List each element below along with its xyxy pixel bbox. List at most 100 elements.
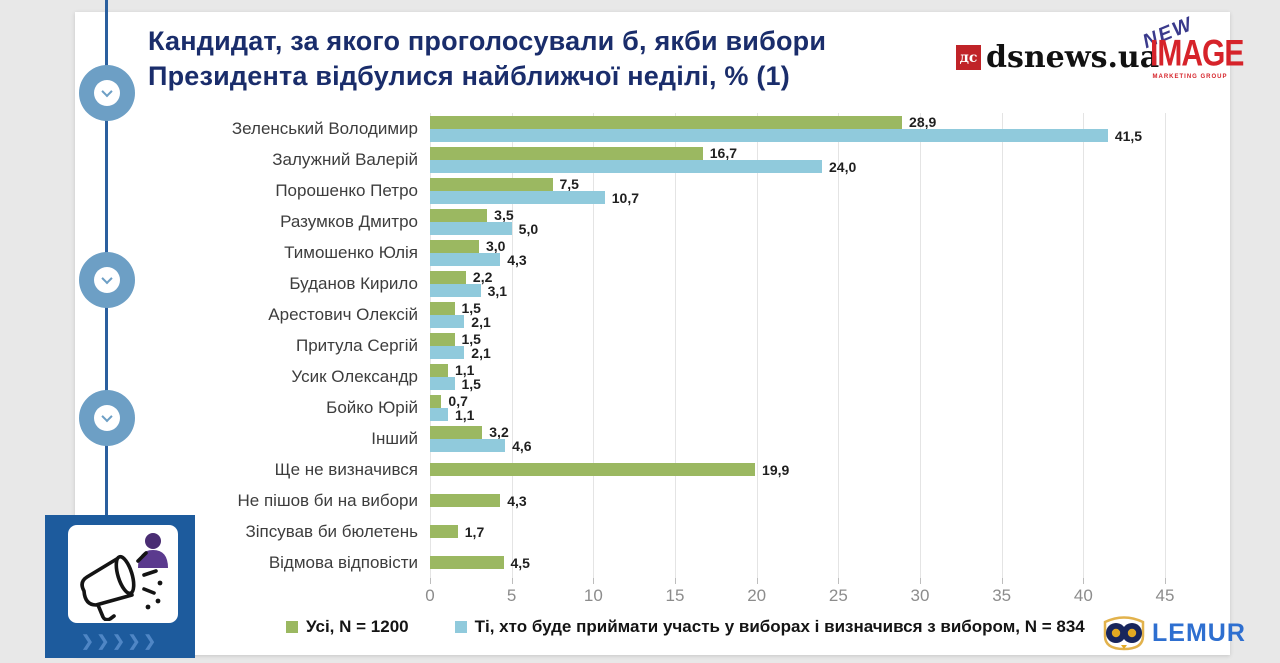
gridline: [1165, 113, 1166, 578]
gridline: [511, 113, 513, 578]
category-label: Усик Олександр: [291, 366, 418, 386]
chevron-down-icon: [94, 267, 120, 293]
value-label: 4,3: [507, 251, 527, 268]
category-label: Ще не визначився: [274, 459, 418, 479]
timeline-toggle-1[interactable]: [79, 65, 135, 121]
bar-green: [430, 525, 458, 538]
category-label: Арестович Олексій: [268, 304, 418, 324]
bar-green: [430, 146, 703, 160]
category-label: Тимошенко Юлія: [284, 242, 418, 262]
bar-green: [430, 363, 448, 377]
new-image-logo: NEW IMAGE MARKETING GROUP: [1140, 13, 1245, 80]
value-label: 3,5: [494, 207, 514, 223]
bar-blue: [430, 284, 481, 297]
legend-item-voters: Ті, хто буде приймати участь у виборах і…: [454, 617, 1085, 637]
gridline: [675, 113, 676, 578]
legend-swatch-blue: [454, 621, 467, 633]
new-image-subtext: MARKETING GROUP: [1152, 74, 1228, 80]
legend-label: Усі, N = 1200: [306, 617, 409, 636]
axis-tick-label: 40: [1073, 586, 1093, 605]
value-label: 3,2: [489, 424, 509, 440]
bar-green: [430, 494, 501, 507]
chart-legend: Усі, N = 1200 Ті, хто буде приймати учас…: [286, 617, 1085, 637]
gridline: [838, 113, 840, 578]
value-label: 2,1: [471, 313, 491, 330]
value-label: 41,5: [1114, 127, 1143, 144]
value-label: 28,9: [909, 114, 937, 130]
bar-blue: [430, 439, 506, 452]
axis-tick-label: 15: [665, 586, 685, 605]
axis-tick-label: 5: [506, 586, 517, 605]
value-label: 3,0: [486, 238, 506, 254]
axis-tick: [920, 578, 921, 584]
axis-tick: [1165, 578, 1166, 584]
bar-blue: [430, 315, 465, 328]
value-label: 1,5: [461, 375, 481, 392]
promo-image: [68, 525, 178, 623]
axis-tick-label: 20: [747, 586, 767, 605]
value-label: 2,2: [472, 269, 493, 285]
axis-tick-label: 35: [992, 586, 1012, 605]
category-label: Зеленський Володимир: [231, 118, 418, 138]
axis-tick-label: 45: [1155, 586, 1175, 605]
category-label: Разумков Дмитро: [280, 211, 418, 231]
axis-tick-label: 0: [425, 586, 435, 605]
bar-green: [430, 177, 553, 191]
bar-green: [430, 556, 504, 569]
dsnews-wordmark: dsnews.ua: [986, 40, 1160, 75]
bar-blue: [430, 160, 822, 173]
bar-blue: [430, 222, 512, 235]
axis-tick: [1083, 578, 1085, 584]
gridline: [430, 113, 431, 578]
value-label: 1,1: [454, 362, 475, 378]
bar-blue: [430, 253, 501, 266]
bar-green: [430, 115, 903, 129]
bar-blue: [430, 408, 448, 421]
megaphone-icon: [80, 551, 163, 621]
bar-green: [430, 425, 483, 439]
value-label: 1,5: [461, 331, 481, 347]
gridline: [1001, 113, 1003, 578]
axis-tick-label: 25: [828, 586, 848, 605]
x-axis: 0 5 10 15 20 25 30 35 40 45: [425, 578, 1174, 608]
dsnews-badge-icon: дс: [956, 45, 981, 70]
gridline: [920, 113, 921, 578]
bar-green: [430, 270, 466, 284]
value-label: 4,5: [510, 554, 530, 571]
value-label: 3,1: [487, 282, 508, 299]
gridline: [1083, 113, 1085, 578]
gridline: [593, 113, 595, 578]
axis-tick-label: 30: [910, 586, 930, 605]
bar-green: [430, 239, 479, 253]
value-label: 4,3: [507, 492, 527, 509]
legend-label: Ті, хто буде приймати участь у виборах і…: [474, 617, 1085, 636]
bar-blue: [430, 346, 465, 359]
value-label: 16,7: [709, 145, 738, 161]
bar-chart-plot: 28,9 41,5 16,7 24,0 7,5 10,7 3,5 5,0 3,0 4,3 2,2 3,…: [430, 113, 1166, 578]
chevron-down-icon: [94, 405, 120, 431]
axis-tick-label: 10: [583, 586, 603, 605]
category-label: Зіпсував би бюлетень: [245, 521, 418, 541]
value-label: 10,7: [611, 189, 640, 206]
timeline-toggle-2[interactable]: [79, 252, 135, 308]
value-label: 5,0: [518, 220, 539, 237]
bar-blue: [430, 191, 605, 204]
bar-green: [430, 394, 442, 408]
lemur-wordmark: LEMUR: [1152, 618, 1246, 647]
timeline-toggle-3[interactable]: [79, 390, 135, 446]
value-label: 2,1: [471, 344, 491, 361]
bar-green: [430, 208, 488, 222]
value-label: 0,7: [448, 393, 468, 409]
gridline: [756, 113, 758, 578]
value-label: 1,5: [461, 300, 481, 316]
bar-green: [430, 301, 455, 315]
category-label: Відмова відповісти: [268, 552, 418, 572]
category-label: Не пішов би на вибори: [237, 490, 418, 510]
axis-tick: [838, 578, 840, 584]
bar-green: [430, 332, 455, 346]
value-label: 4,6: [512, 437, 532, 454]
lemur-face-icon: [1103, 616, 1145, 651]
category-label: Бойко Юрій: [326, 397, 418, 417]
category-label: Залужний Валерій: [272, 149, 418, 169]
value-label: 1,1: [454, 406, 475, 423]
